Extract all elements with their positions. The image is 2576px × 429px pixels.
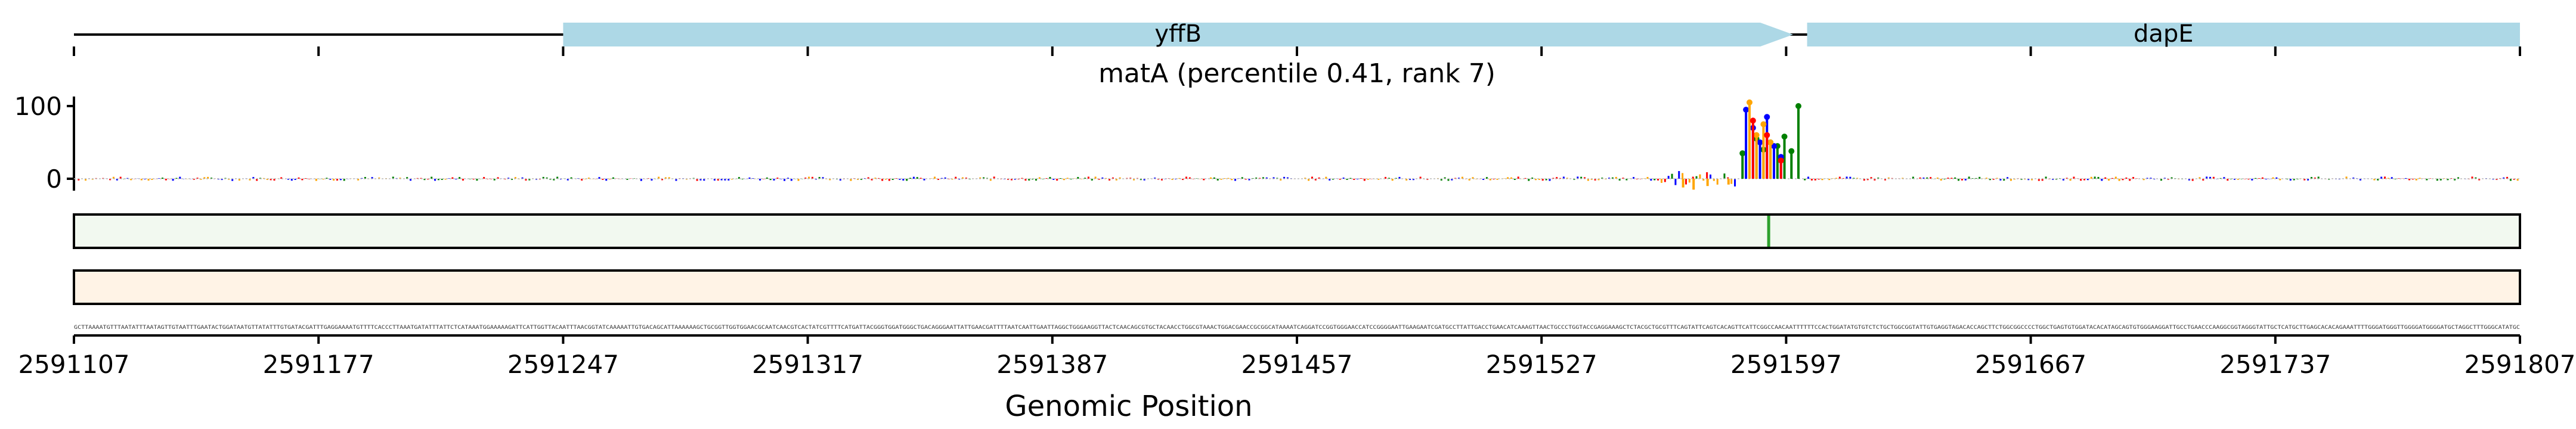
- x-axis: 2591107 2591177 2591247 2591317 2591387 25914…: [18, 334, 2576, 379]
- x-tick-label: 2591527: [1486, 350, 1597, 379]
- gene-arrow-yffB: [563, 23, 1794, 46]
- peak-cap-G: [1753, 132, 1760, 138]
- baseline-noise-marks: [74, 171, 2520, 186]
- x-tick-label: 2591317: [752, 350, 863, 379]
- peak-cap-A: [1781, 133, 1788, 140]
- peak-cap-C: [1757, 139, 1763, 145]
- y-tick-label: 0: [46, 164, 62, 194]
- peak-cap-C: [1743, 107, 1750, 113]
- track-green: [73, 213, 2521, 249]
- gene-label-dapE: dapE: [2134, 20, 2194, 48]
- peak-cap-G: [1746, 99, 1753, 105]
- gene-track-ticks: [73, 46, 2521, 56]
- peak-cap-G: [1767, 139, 1774, 145]
- peak-cap-T: [1750, 117, 1756, 124]
- sequence-text: GCTTAAAATGTTTAATATTTAATAGTTGTAATTTGAATAC…: [74, 325, 2520, 331]
- peak-cap-T: [1764, 132, 1770, 138]
- x-axis-label: Genomic Position: [1005, 390, 1252, 423]
- signal-plot: 0 100: [14, 92, 2520, 194]
- peak-cap-T: [1778, 157, 1784, 164]
- x-tick-label: 2591177: [263, 350, 374, 379]
- track-orange: [73, 269, 2521, 305]
- x-tick-label: 2591107: [18, 350, 129, 379]
- chart-title: matA (percentile 0.41, rank 7): [1098, 58, 1496, 89]
- x-tick-label: 2591807: [2464, 350, 2575, 379]
- y-tick-label: 100: [14, 92, 62, 121]
- x-tick-label: 2591387: [996, 350, 1108, 379]
- x-tick-label: 2591457: [1241, 350, 1352, 379]
- x-tick-label: 2591737: [2219, 350, 2331, 379]
- x-tick-label: 2591597: [1730, 350, 1842, 379]
- x-tick-label: 2591667: [1975, 350, 2086, 379]
- peak-cap-C: [1764, 114, 1770, 120]
- gene-label-yffB: yffB: [1154, 20, 1202, 48]
- gene-arrow-dapE: [1807, 23, 2520, 46]
- peak-cap-A: [1788, 148, 1795, 154]
- peak-cap-A: [1739, 150, 1746, 157]
- x-tick-label: 2591247: [507, 350, 619, 379]
- gene-annotation-track: yffB dapE: [74, 20, 2520, 48]
- peak-marks: [1682, 99, 1801, 190]
- peak-cap-A: [1795, 103, 1801, 109]
- peak-cap-G: [1760, 121, 1767, 128]
- y-ticks: 0 100: [14, 92, 74, 194]
